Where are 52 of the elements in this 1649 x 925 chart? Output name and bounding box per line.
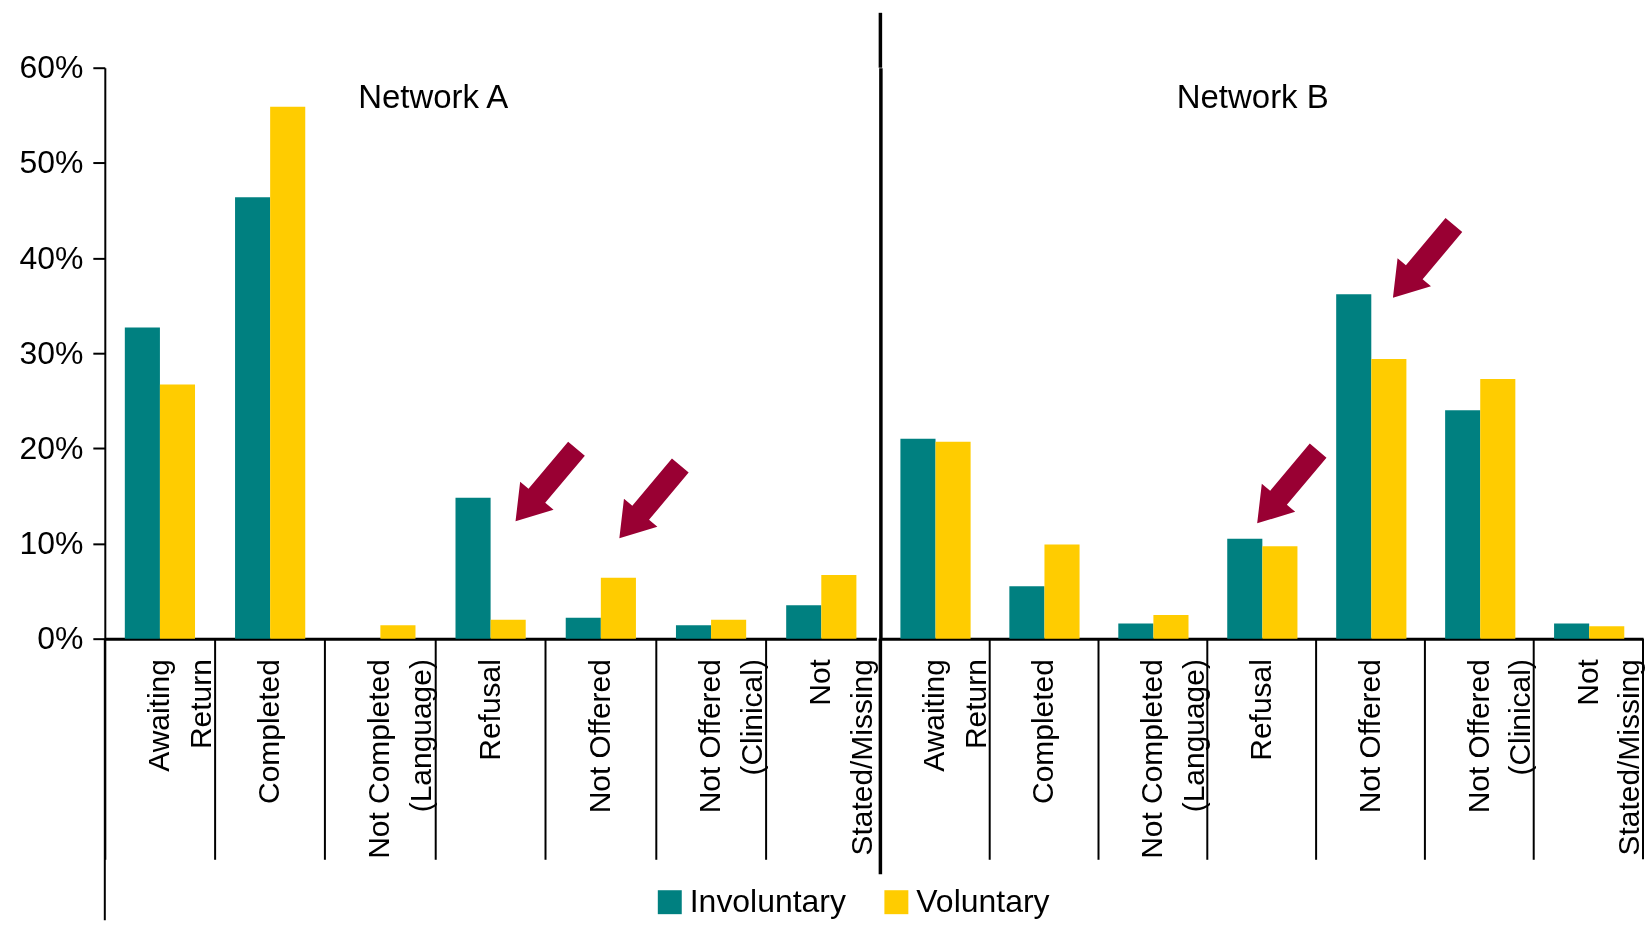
bar (1227, 538, 1263, 639)
x-tick-label: Not Stated/Missing (1570, 658, 1646, 856)
x-tick-label: Completed (252, 659, 286, 804)
x-tick-label: Completed (1025, 659, 1059, 804)
bar (1336, 294, 1372, 639)
x-tick-label: Awaiting Return (141, 659, 217, 772)
bar (935, 441, 971, 639)
bar (124, 327, 160, 639)
y-tick-label: 60% (19, 49, 84, 86)
bar (1445, 410, 1481, 639)
bar (900, 438, 936, 639)
x-tick-label: Not Completed (Language) (362, 659, 438, 859)
bar (565, 617, 601, 639)
bar (490, 619, 526, 639)
x-tick-label: Not Offered (582, 659, 616, 814)
bar (1118, 623, 1154, 639)
bar (235, 197, 271, 639)
y-tick-label: 30% (19, 334, 84, 371)
x-tick-label: Refusal (472, 659, 506, 761)
bar (1262, 546, 1298, 639)
bar (1044, 544, 1080, 639)
bar (159, 384, 196, 639)
bar (270, 106, 306, 639)
bar (675, 625, 712, 639)
x-tick-label: Not Stated/Missing (803, 658, 879, 856)
bar (1153, 614, 1189, 639)
bar (786, 605, 822, 639)
legend-label: Voluntary (916, 883, 1050, 920)
y-tick-label: 10% (19, 525, 84, 561)
chart-title: Network B (1176, 77, 1329, 115)
x-tick-label: Refusal (1243, 659, 1277, 761)
bar (600, 577, 636, 639)
bar (1480, 378, 1516, 639)
y-tick-label: 50% (19, 144, 84, 181)
bar (1371, 358, 1407, 639)
x-tick-label: Not Offered (1352, 659, 1386, 814)
bar (711, 619, 747, 639)
bar (380, 625, 416, 639)
x-tick-label: Not Offered (Clinical) (693, 659, 768, 814)
chart-title: Network A (358, 77, 509, 115)
x-tick-label: Awaiting Return (916, 659, 992, 772)
x-tick-label: Not Offered (Clinical) (1461, 659, 1537, 814)
y-tick-label: 40% (19, 239, 84, 276)
y-tick-label: 0% (37, 620, 84, 657)
bar (1009, 586, 1045, 639)
bar (1589, 626, 1625, 639)
bar (821, 574, 857, 639)
x-tick-label: Not Completed (Language) (1134, 659, 1210, 859)
y-tick-label: 20% (19, 429, 84, 466)
bar (455, 497, 491, 639)
legend-label: Involuntary (689, 883, 846, 920)
bar (1554, 623, 1590, 639)
